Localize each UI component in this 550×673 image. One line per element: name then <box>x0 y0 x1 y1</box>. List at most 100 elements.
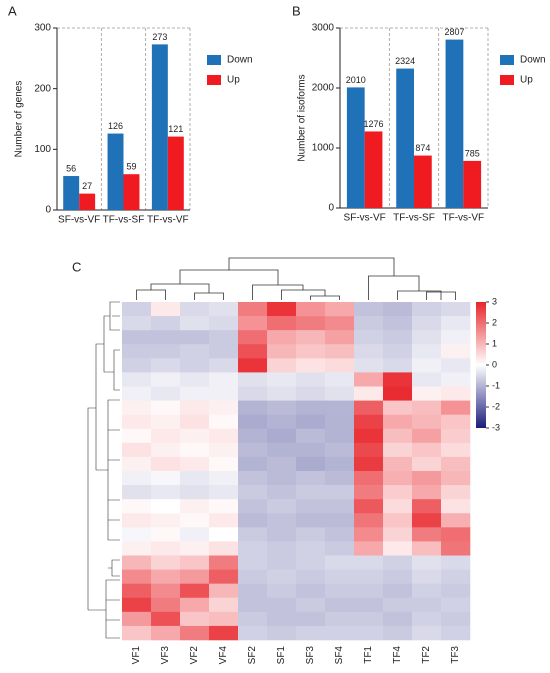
legend-label: Up <box>227 75 240 86</box>
value-label: 874 <box>415 143 430 153</box>
heatmap-cell <box>412 541 442 556</box>
heatmap-cell <box>267 597 297 613</box>
heatmap-cell <box>238 386 268 401</box>
bar <box>151 44 168 210</box>
heatmap-cell <box>441 414 471 430</box>
heatmap-cell <box>151 611 181 627</box>
heatmap-cell <box>267 330 297 345</box>
heatmap-cell <box>267 456 297 472</box>
heatmap-cell <box>354 485 384 500</box>
heatmap-cell <box>122 456 152 472</box>
heatmap-cell <box>383 344 413 359</box>
bar <box>364 131 383 208</box>
heatmap-cell <box>267 499 297 514</box>
heatmap-cell <box>238 527 268 542</box>
heatmap-cell <box>209 400 239 415</box>
heatmap-cell <box>441 611 471 627</box>
heatmap-cell <box>441 555 471 570</box>
heatmap-cell <box>267 442 297 458</box>
heatmap-cell <box>383 428 413 444</box>
heatmap-cell <box>238 513 268 528</box>
heatmap-cell <box>267 400 297 415</box>
heatmap-cell <box>354 372 384 387</box>
heatmap-cell <box>325 316 355 331</box>
heatmap-cell <box>180 330 210 345</box>
heatmap-cell <box>122 400 152 415</box>
y-tick-label: 3000 <box>312 23 335 34</box>
heatmap-cell <box>383 499 413 514</box>
heatmap-cell <box>238 372 268 387</box>
heatmap-cell <box>151 456 181 472</box>
heatmap-cell <box>296 555 326 570</box>
heatmap-cell <box>354 302 384 317</box>
heatmap-cell <box>354 569 384 584</box>
heatmap-cell <box>238 316 268 331</box>
heatmap-cell <box>412 414 442 430</box>
colorbar-label: 0 <box>492 359 497 369</box>
heatmap-cell <box>238 569 268 584</box>
x-tick-label: SF-vs-VF <box>344 213 386 224</box>
heatmap-cell <box>209 513 239 528</box>
heatmap-cell <box>151 316 181 331</box>
heatmap-cell <box>296 316 326 331</box>
panel-label: B <box>292 3 301 18</box>
heatmap-cell <box>325 302 355 317</box>
heatmap-cell <box>209 597 239 613</box>
heatmap-cell <box>238 485 268 500</box>
heatmap-cell <box>180 428 210 444</box>
heatmap-cell <box>209 302 239 317</box>
heatmap-cell <box>325 400 355 415</box>
heatmap-cell <box>267 358 297 373</box>
heatmap-cell <box>354 358 384 373</box>
heatmap-cell <box>383 330 413 345</box>
heatmap-cell <box>238 555 268 570</box>
heatmap-cell <box>267 541 297 556</box>
heatmap-cell <box>122 471 152 486</box>
heatmap-cell <box>122 499 152 514</box>
heatmap-cell <box>325 471 355 486</box>
heatmap-cell <box>151 344 181 359</box>
heatmap-cell <box>441 541 471 556</box>
y-tick-label: 1000 <box>312 143 335 154</box>
bar <box>463 160 482 208</box>
colorbar-label: -1 <box>492 380 500 390</box>
y-axis-label: Number of isoforms <box>297 74 308 161</box>
colorbar-label: -3 <box>492 422 500 432</box>
heatmap-cell <box>325 344 355 359</box>
y-tick-label: 0 <box>45 205 51 216</box>
heatmap-cell <box>441 372 471 387</box>
heatmap-cell <box>209 442 239 458</box>
heatmap-cell <box>383 442 413 458</box>
heatmap-cell <box>441 471 471 486</box>
heatmap-cell <box>122 485 152 500</box>
heatmap-cell <box>209 330 239 345</box>
heatmap-cell <box>441 583 471 599</box>
heatmap-cell <box>412 456 442 472</box>
legend-label: Down <box>520 55 546 66</box>
heatmap-cell <box>151 372 181 387</box>
heatmap-cell <box>151 583 181 599</box>
heatmap-cell <box>238 611 268 627</box>
heatmap-cell <box>209 569 239 584</box>
heatmap-cell <box>267 316 297 331</box>
heatmap-cell <box>209 471 239 486</box>
heatmap-cell <box>267 569 297 584</box>
heatmap-cell <box>122 541 152 556</box>
heatmap-cell <box>238 499 268 514</box>
heatmap-cell <box>238 625 268 641</box>
heatmap-cell <box>267 583 297 599</box>
heatmap-cell <box>296 583 326 599</box>
heatmap-cell <box>412 597 442 613</box>
heatmap-cell <box>296 625 326 641</box>
heatmap-cell <box>151 499 181 514</box>
heatmap-cell <box>354 555 384 570</box>
heatmap-cell <box>383 541 413 556</box>
heatmap-cell <box>180 372 210 387</box>
heatmap-cell <box>122 344 152 359</box>
heatmap-cell <box>209 583 239 599</box>
heatmap-cell <box>238 414 268 430</box>
heatmap-cell <box>412 344 442 359</box>
heatmap-cell <box>238 330 268 345</box>
heatmap-cell <box>354 583 384 599</box>
heatmap-cell <box>209 372 239 387</box>
